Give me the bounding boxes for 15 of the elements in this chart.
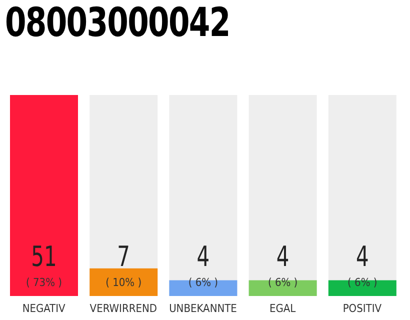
data-label: 51 xyxy=(31,239,57,273)
chart-title: 08003000042 xyxy=(5,0,230,46)
data-label: 7 xyxy=(117,239,130,273)
x-tick-label: VERWIRREND xyxy=(90,302,158,315)
data-label: 4 xyxy=(356,239,369,273)
data-label: 4 xyxy=(276,239,290,273)
annotation: ( 73% ) xyxy=(26,276,62,289)
annotation: ( 10% ) xyxy=(106,276,142,289)
x-tick-label: NEGATIV xyxy=(22,302,66,315)
x-tick-label: POSITIV xyxy=(342,302,382,315)
annotation: ( 6% ) xyxy=(268,276,298,289)
x-tick-label: EGAL xyxy=(270,302,296,315)
data-label: 4 xyxy=(196,239,210,273)
x-tick-label: UNBEKANNTE xyxy=(169,302,237,315)
annotation: ( 6% ) xyxy=(188,276,218,289)
